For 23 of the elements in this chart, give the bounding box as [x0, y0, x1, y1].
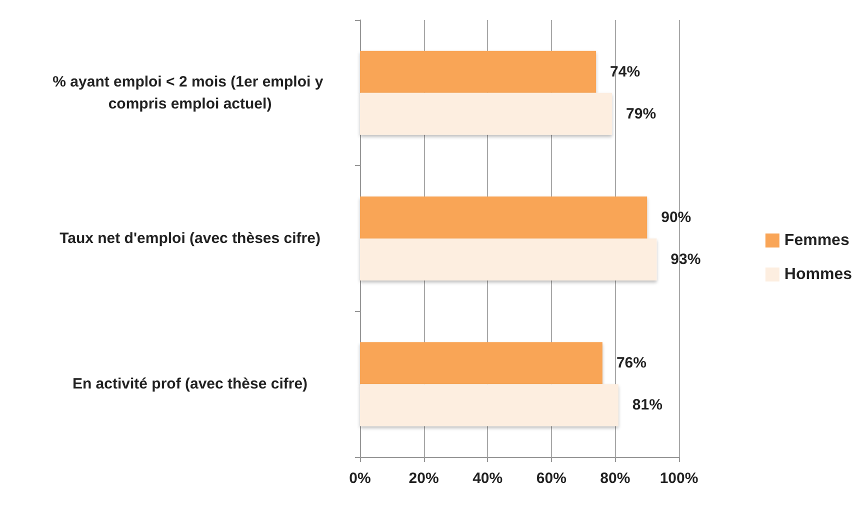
x-tick-label: 0% [349, 470, 371, 487]
y-tick-label: Taux net d'emploi (avec thèses cifre) [60, 230, 320, 247]
y-tick-label: En activité prof (avec thèse cifre) [72, 376, 308, 393]
data-label: 93% [670, 251, 701, 268]
x-tick-label: 40% [472, 470, 503, 487]
legend-label: Hommes [784, 266, 852, 283]
bar [360, 50, 596, 93]
bar [360, 92, 612, 135]
x-tick-label: 60% [536, 470, 566, 487]
data-label: 76% [616, 354, 646, 372]
bar [360, 342, 602, 384]
data-label: 74% [610, 63, 640, 80]
legend-label: Femmes [784, 232, 850, 249]
data-label: 90% [661, 209, 692, 226]
data-label: 81% [632, 396, 662, 414]
bar [360, 384, 618, 426]
x-tick-label: 100% [660, 470, 698, 487]
bar [360, 196, 648, 238]
y-tick-label: % ayant emploi < 2 mois (1er emploi y compris emploi actuel) [52, 73, 328, 112]
bar [360, 238, 657, 280]
data-label: 79% [626, 105, 656, 122]
x-tick-label: 20% [408, 470, 439, 487]
x-tick-label: 80% [600, 470, 630, 487]
